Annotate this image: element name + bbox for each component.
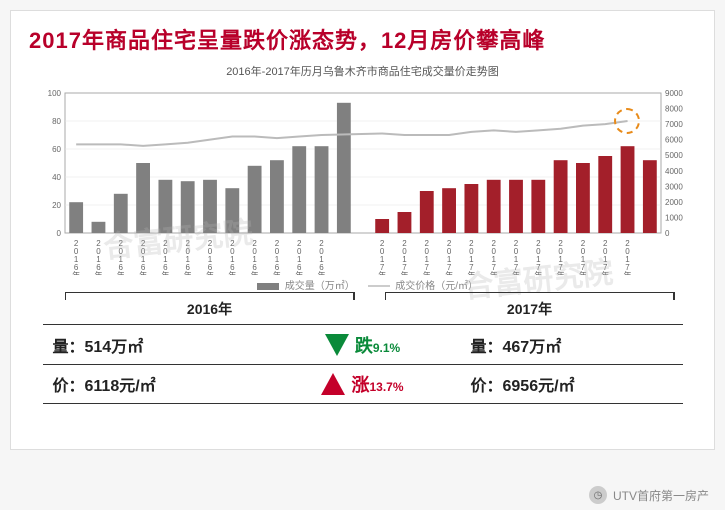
svg-text:2017年8月: 2017年8月 [533, 239, 542, 275]
svg-text:2016年8月: 2016年8月 [227, 239, 236, 275]
svg-text:2016年5月: 2016年5月 [160, 239, 169, 275]
price-2016: 价：6118元/㎡ [43, 372, 273, 396]
year-brackets: 2016年 2017年 [33, 292, 693, 316]
chart-container: 合富研究院 合富研究院 0204060801000100020003000400… [33, 85, 693, 275]
svg-text:2016年2月: 2016年2月 [93, 239, 102, 275]
bracket-2017: 2017年 [385, 292, 675, 302]
svg-text:2016年3月: 2016年3月 [116, 239, 125, 275]
svg-text:3000: 3000 [665, 182, 683, 191]
legend-label-volume: 成交量（万㎡） [285, 281, 355, 292]
svg-text:0: 0 [56, 229, 61, 238]
legend-label-price: 成交价格（元/㎡） [395, 281, 478, 292]
svg-text:9000: 9000 [665, 89, 683, 98]
svg-text:40: 40 [52, 173, 61, 182]
arrow-down-icon [325, 334, 349, 356]
svg-text:2016年12月: 2016年12月 [317, 239, 326, 275]
arrow-up-icon [321, 373, 345, 395]
svg-text:2017年4月: 2017年4月 [444, 239, 453, 275]
price-change: 涨13.7% [273, 371, 453, 397]
legend: 成交量（万㎡） 成交价格（元/㎡） [29, 277, 696, 292]
svg-text:2016年6月: 2016年6月 [183, 239, 192, 275]
svg-text:2017年9月: 2017年9月 [556, 239, 565, 275]
svg-text:2017年2月: 2017年2月 [399, 239, 408, 275]
svg-text:2017年5月: 2017年5月 [466, 239, 475, 275]
page-title: 2017年商品住宅呈量跌价涨态势，12月房价攀高峰 [29, 23, 696, 55]
vol-2016: 量：514万㎡ [43, 333, 273, 357]
svg-text:2017年12月: 2017年12月 [623, 239, 632, 275]
vol-2017: 量：467万㎡ [453, 333, 683, 357]
svg-text:2017年3月: 2017年3月 [422, 239, 431, 275]
svg-text:7000: 7000 [665, 120, 683, 129]
highlight-circle-icon [614, 108, 640, 134]
svg-text:2016年9月: 2016年9月 [250, 239, 259, 275]
svg-text:2016年10月: 2016年10月 [272, 239, 281, 275]
svg-text:80: 80 [52, 117, 61, 126]
bracket-label-2017: 2017年 [501, 299, 558, 319]
stats-row-volume: 量：514万㎡ 跌9.1% 量：467万㎡ [43, 324, 683, 364]
footer-text: UTV首府第一房产 [613, 487, 709, 504]
svg-text:2016年11月: 2016年11月 [294, 239, 303, 275]
chart-card: 2017年商品住宅呈量跌价涨态势，12月房价攀高峰 2016年-2017年历月乌… [10, 10, 715, 450]
camera-icon: ◷ [589, 486, 607, 504]
svg-text:2017年7月: 2017年7月 [511, 239, 520, 275]
stats-row-price: 价：6118元/㎡ 涨13.7% 价：6956元/㎡ [43, 364, 683, 404]
legend-swatch-price [368, 285, 390, 287]
chart-subtitle: 2016年-2017年历月乌鲁木齐市商品住宅成交量价走势图 [29, 63, 696, 79]
svg-text:5000: 5000 [665, 151, 683, 160]
svg-text:1000: 1000 [665, 213, 683, 222]
svg-text:2016年7月: 2016年7月 [205, 239, 214, 275]
svg-text:100: 100 [47, 89, 61, 98]
svg-text:4000: 4000 [665, 167, 683, 176]
svg-text:0: 0 [665, 229, 670, 238]
legend-swatch-volume [257, 283, 279, 290]
vol-change-text: 跌9.1% [355, 332, 400, 358]
volume-price-chart: 0204060801000100020003000400050006000700… [33, 85, 693, 275]
svg-text:2016年4月: 2016年4月 [138, 239, 147, 275]
svg-text:2000: 2000 [665, 198, 683, 207]
svg-text:6000: 6000 [665, 136, 683, 145]
svg-text:60: 60 [52, 145, 61, 154]
svg-text:2017年10月: 2017年10月 [578, 239, 587, 275]
svg-text:8000: 8000 [665, 105, 683, 114]
svg-text:20: 20 [52, 201, 61, 210]
svg-text:2017年1月: 2017年1月 [377, 239, 386, 275]
vol-change: 跌9.1% [273, 332, 453, 358]
svg-text:2017年11月: 2017年11月 [600, 239, 609, 275]
footer: ◷ UTV首府第一房产 [589, 486, 709, 504]
price-2017: 价：6956元/㎡ [453, 372, 683, 396]
stats-table: 量：514万㎡ 跌9.1% 量：467万㎡ 价：6118元/㎡ 涨13.7% 价… [43, 324, 683, 404]
svg-text:2016年1月: 2016年1月 [71, 239, 80, 275]
bracket-label-2016: 2016年 [181, 299, 238, 319]
bracket-2016: 2016年 [65, 292, 355, 302]
svg-text:2017年6月: 2017年6月 [489, 239, 498, 275]
price-change-text: 涨13.7% [351, 371, 403, 397]
